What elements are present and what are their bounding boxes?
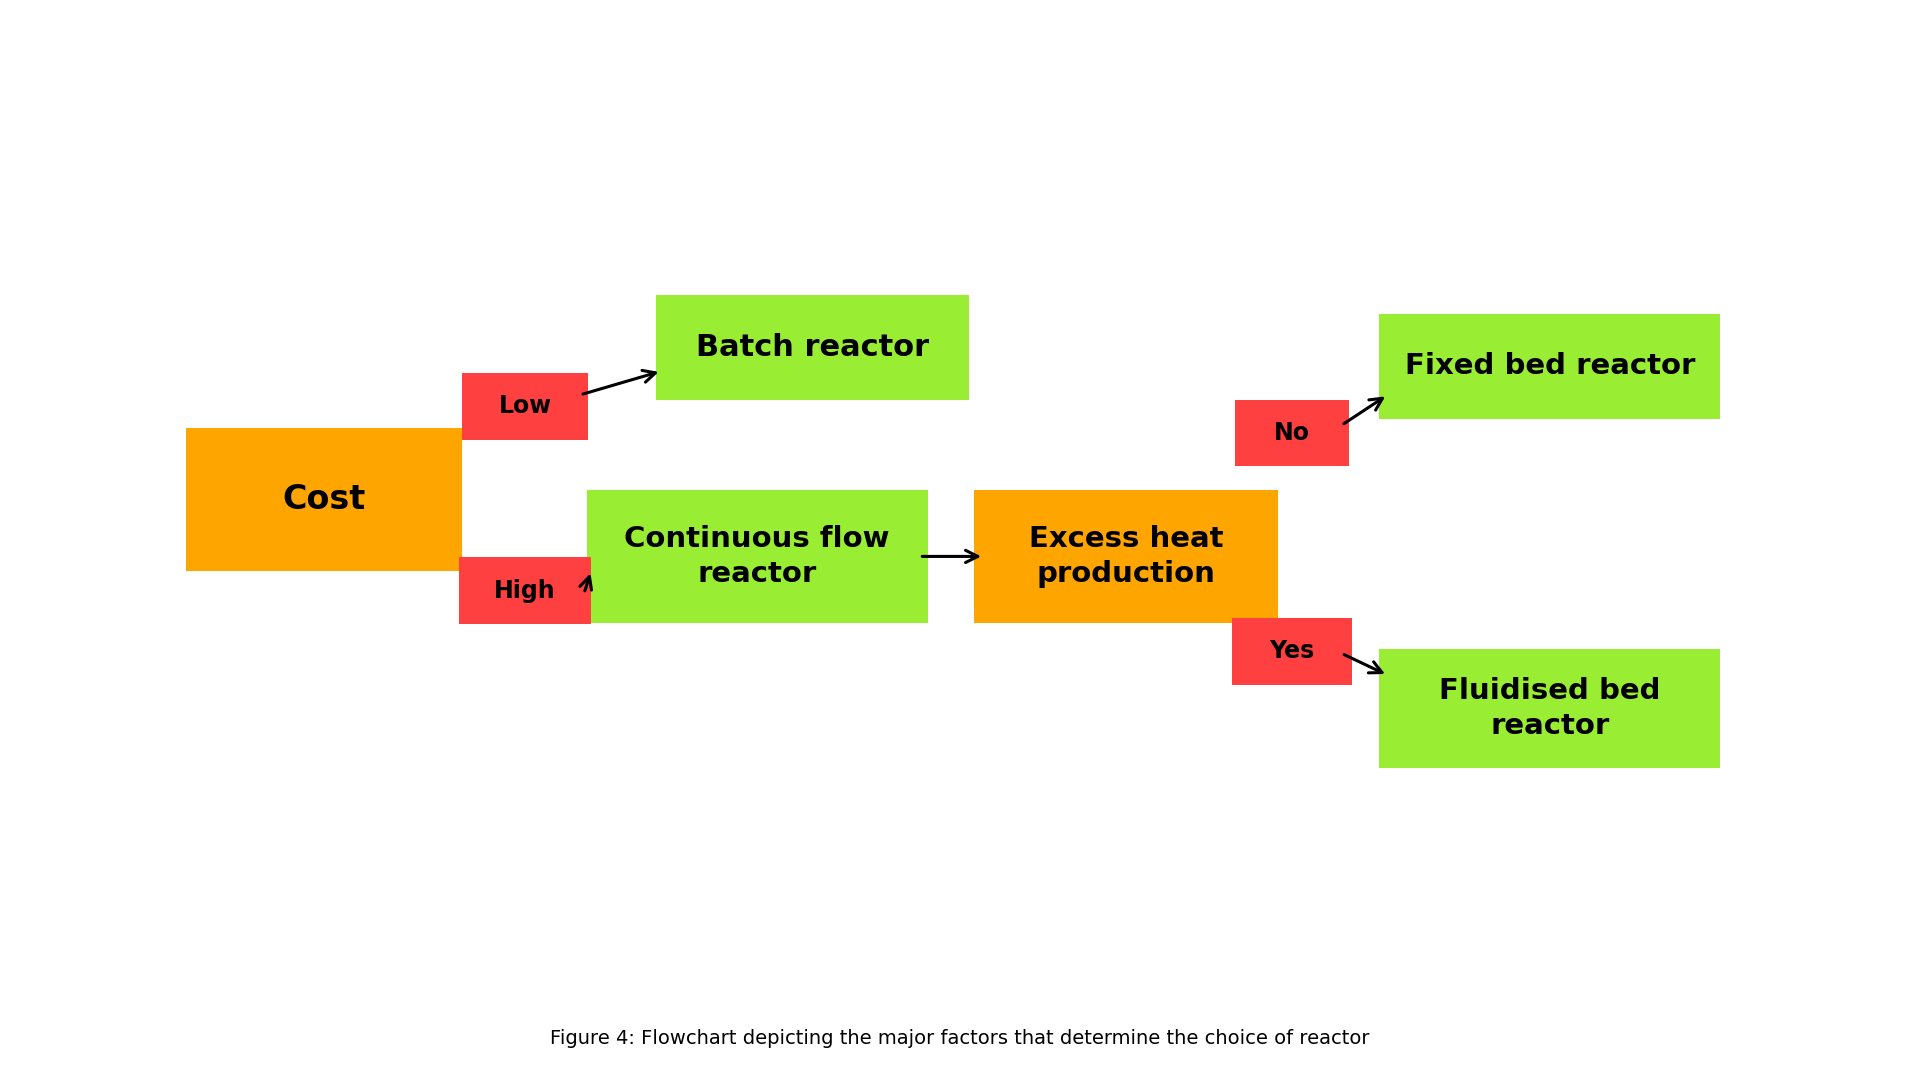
Text: Excess heat
production: Excess heat production	[1029, 525, 1223, 588]
Text: Cost: Cost	[282, 483, 365, 516]
Text: High: High	[493, 579, 555, 603]
FancyBboxPatch shape	[463, 373, 588, 440]
FancyBboxPatch shape	[459, 557, 591, 624]
FancyBboxPatch shape	[186, 428, 463, 570]
Text: Batch reactor: Batch reactor	[695, 333, 929, 362]
Text: Low: Low	[499, 394, 551, 418]
Text: Yes: Yes	[1269, 639, 1315, 663]
Text: Fixed bed reactor: Fixed bed reactor	[1405, 352, 1695, 380]
FancyBboxPatch shape	[1235, 400, 1350, 467]
Text: Fluidised bed
reactor: Fluidised bed reactor	[1440, 677, 1661, 740]
FancyBboxPatch shape	[1379, 649, 1720, 768]
FancyBboxPatch shape	[657, 295, 970, 400]
FancyBboxPatch shape	[1233, 618, 1352, 685]
Text: No: No	[1273, 421, 1309, 445]
FancyBboxPatch shape	[588, 490, 927, 623]
FancyBboxPatch shape	[1379, 314, 1720, 419]
Text: Continuous flow
reactor: Continuous flow reactor	[624, 525, 891, 588]
FancyBboxPatch shape	[973, 490, 1279, 623]
Text: Figure 4: Flowchart depicting the major factors that determine the choice of rea: Figure 4: Flowchart depicting the major …	[551, 1029, 1369, 1049]
